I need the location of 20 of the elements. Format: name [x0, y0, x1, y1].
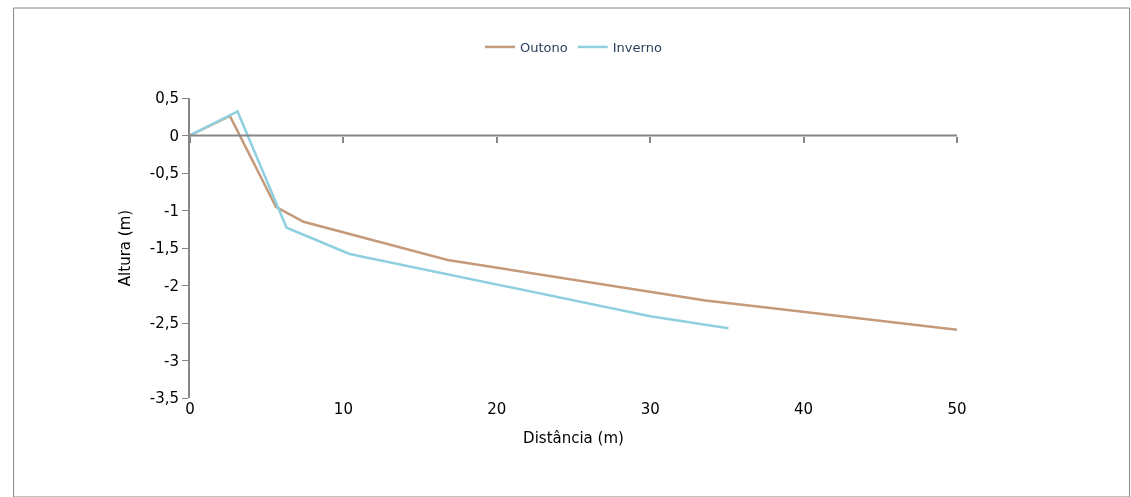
x-tick-label: 20	[487, 400, 507, 418]
y-tick-label: 0	[169, 126, 179, 145]
legend-label: Outono	[520, 40, 568, 56]
x-axis-title: Distância (m)	[523, 429, 624, 447]
y-tick-label: -3	[164, 351, 179, 370]
y-tick-label: -2,5	[149, 314, 179, 333]
y-tick-label: -2	[164, 276, 179, 295]
x-tick-label: 0	[185, 400, 195, 418]
y-tick-label: -3,5	[149, 389, 179, 408]
y-tick-label: -1,5	[149, 239, 179, 258]
y-axis-title: Altura (m)	[116, 209, 135, 287]
x-tick-label: 30	[640, 400, 660, 418]
x-tick-label: 40	[794, 400, 814, 418]
y-tick-label: 0,5	[155, 89, 179, 108]
legend-label: Inverno	[612, 40, 662, 56]
y-tick-label: -0,5	[149, 164, 179, 183]
x-tick-label: 50	[947, 400, 967, 418]
y-tick-label: -1	[164, 201, 179, 220]
line-series	[190, 110, 730, 330]
x-tick-label: 10	[333, 400, 353, 418]
